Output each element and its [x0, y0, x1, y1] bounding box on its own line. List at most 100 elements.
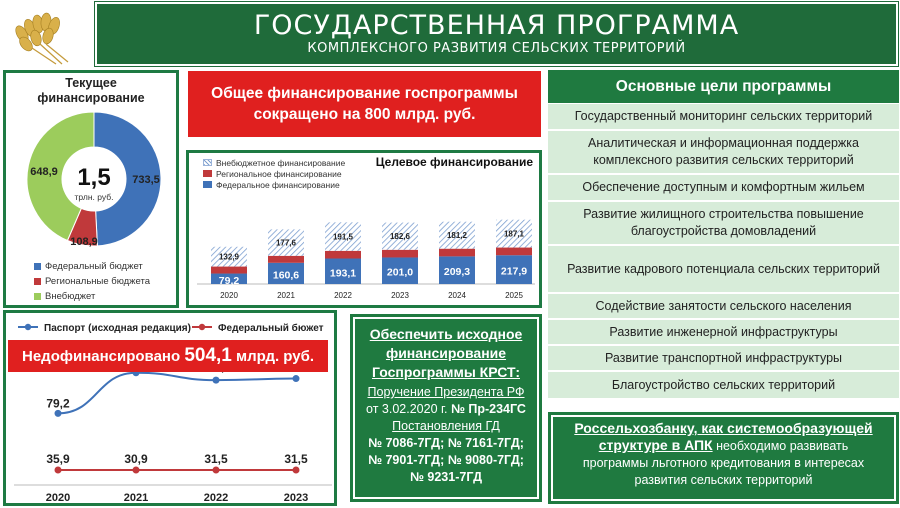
bar-federal	[268, 262, 304, 284]
ensure-body-line1: Поручение Президента РФ	[367, 385, 525, 399]
line-point	[54, 466, 62, 474]
ensure-funding-inner: Обеспечить исходное финансирование Госпр…	[353, 317, 539, 499]
goal-item: Развитие транспортной инфраструктуры	[548, 346, 899, 370]
ensure-body-line3: Постановления ГД	[392, 419, 500, 433]
line-point	[54, 409, 62, 417]
target-swatch-federal	[203, 181, 212, 188]
legend-swatch-regional	[34, 278, 41, 285]
line-category-label: 2022	[204, 492, 228, 503]
wheat-logo	[2, 4, 88, 66]
target-swatch-regional	[203, 170, 212, 177]
rs-line3: программы льготного кредитования в интер…	[582, 456, 865, 470]
bar-regional	[382, 249, 418, 258]
underfunded-banner: Недофинансировано 504,1 млрд. руб.	[8, 340, 328, 372]
goal-item: Содействие занятости сельского населения	[548, 294, 899, 318]
bar-regional	[325, 250, 361, 259]
bar-category-label: 2020	[220, 291, 238, 300]
bar-extra	[496, 219, 532, 248]
rs-line4: развития сельских территорий	[634, 473, 813, 487]
bar-federal	[325, 258, 361, 284]
funding-cut-line1: Общее финансирование госпрограммы	[211, 85, 518, 102]
target-legend: Внебюджетное финансирование Региональное…	[203, 157, 345, 190]
ensure-body-line6: № 9231-7ГД	[409, 470, 482, 484]
legend-label-regional: Региональные бюджета	[45, 276, 151, 287]
underfunded-prefix: Недофинансировано	[22, 348, 185, 365]
target-legend-label-regional: Региональное финансирование	[216, 168, 342, 179]
page-title: ГОСУДАРСТВЕННАЯ ПРОГРАММА	[253, 10, 740, 41]
bar-federal-label: 193,1	[330, 267, 356, 279]
pie-hole	[62, 147, 126, 211]
target-swatch-extra	[203, 159, 212, 166]
bar-category-label: 2024	[448, 291, 466, 300]
target-financing-panel: Целевое финансирование Внебюджетное фина…	[186, 150, 542, 308]
goals-heading: Основные цели программы	[548, 70, 899, 103]
bar-extra-label: 177,6	[276, 239, 297, 248]
bar-federal	[496, 255, 532, 284]
target-legend-federal: Федеральное финансирование	[203, 179, 345, 190]
line-legend-marker	[24, 323, 32, 331]
legend-swatch-federal	[34, 263, 41, 270]
ensure-body-date: от 3.02.2020 г.	[366, 402, 451, 416]
bar-federal-label: 201,0	[387, 267, 413, 279]
bar-extra-label: 191,5	[333, 233, 354, 242]
bar-extra	[268, 229, 304, 256]
rs-bold-part: структуре в АПК	[598, 437, 713, 453]
current-financing-title: Текущее финансирование	[6, 76, 176, 106]
goal-item: Развитие инженерной инфраструктуры	[548, 320, 899, 344]
legend-swatch-extra	[34, 293, 41, 300]
bar-federal-label: 160,6	[273, 269, 299, 281]
ensure-body-line4: № 7086-7ГД; № 7161-7ГД;	[368, 436, 524, 450]
goal-item: Развитие жилищного строительства повышен…	[548, 202, 899, 244]
bar-extra	[439, 221, 475, 249]
line-value-label: 30,9	[124, 452, 148, 466]
rosselkhozbank-inner: Россельхозбанку, как системообразующей с…	[551, 415, 896, 501]
line-point	[212, 466, 220, 474]
rosselkhozbank-panel: Россельхозбанку, как системообразующей с…	[548, 412, 899, 504]
line-point	[292, 466, 300, 474]
target-legend-extra: Внебюджетное финансирование	[203, 157, 345, 168]
ensure-body-line2: от 3.02.2020 г. № Пр-234ГС	[355, 401, 537, 418]
current-title-line1: Текущее	[65, 76, 117, 90]
ensure-title-line1: Обеспечить исходное	[369, 326, 523, 342]
pie-value-label: 648,9	[30, 166, 58, 178]
goal-item: Обеспечение доступным и комфортным жилье…	[548, 175, 899, 200]
line-value-label: 31,5	[284, 452, 308, 466]
bar-federal-label: 209,3	[444, 266, 470, 278]
rs-line1: Россельхозбанку, как системообразующей	[574, 420, 873, 436]
bar-federal-label: 79,2	[219, 275, 240, 287]
legend-label-federal: Федеральный бюджет	[45, 261, 143, 272]
line-point	[212, 376, 220, 384]
current-title-line2: финансирование	[37, 91, 145, 105]
funding-cut-line2: сокращено на 800 млрд. руб.	[253, 106, 476, 123]
ensure-body-order: № Пр-234ГС	[450, 402, 526, 416]
header-banner: ГОСУДАРСТВЕННАЯ ПРОГРАММА КОМПЛЕКСНОГО Р…	[94, 1, 899, 67]
line-category-label: 2023	[284, 492, 308, 503]
bar-extra-label: 182,6	[390, 232, 411, 241]
pie-legend: Федеральный бюджет Региональные бюджета …	[6, 259, 176, 304]
legend-federal: Федеральный бюджет	[6, 259, 176, 274]
ensure-title-line2: финансирование	[385, 345, 507, 361]
target-financing-title: Целевое финансирование	[375, 155, 533, 169]
bar-extra	[382, 222, 418, 250]
bar-federal	[382, 257, 418, 284]
page-subtitle: КОМПЛЕКСНОГО РАЗВИТИЯ СЕЛЬСКИХ ТЕРРИТОРИ…	[307, 41, 686, 56]
pie-value-label: 108,9	[70, 236, 98, 248]
goal-item: Аналитическая и информационная поддержка…	[548, 131, 899, 173]
pie-center-unit: трлн. руб.	[75, 192, 114, 202]
goal-item: Благоустройство сельских территорий	[548, 372, 899, 398]
bar-federal-label: 217,9	[501, 266, 527, 278]
bar-federal	[439, 256, 475, 284]
pie-value-label: 733,5	[132, 174, 160, 186]
line-value-label: 79,2	[46, 396, 70, 410]
rs-line2: структуре в АПК необходимо развивать	[553, 437, 894, 455]
target-legend-label-extra: Внебюджетное финансирование	[216, 157, 346, 168]
bar-extra	[211, 246, 247, 267]
legend-extra: Внебюджет	[6, 289, 176, 304]
bar-category-label: 2025	[505, 291, 523, 300]
bar-extra	[325, 222, 361, 251]
underfunded-amount: 504,1	[184, 345, 232, 366]
stacked-bar-chart: 79,2 132,9 2020 160,6 177,6 2021 193,1 191,5 202…	[197, 219, 535, 300]
goal-item: Развитие кадрового потенциала сельских т…	[548, 246, 899, 292]
line-point	[292, 375, 300, 383]
